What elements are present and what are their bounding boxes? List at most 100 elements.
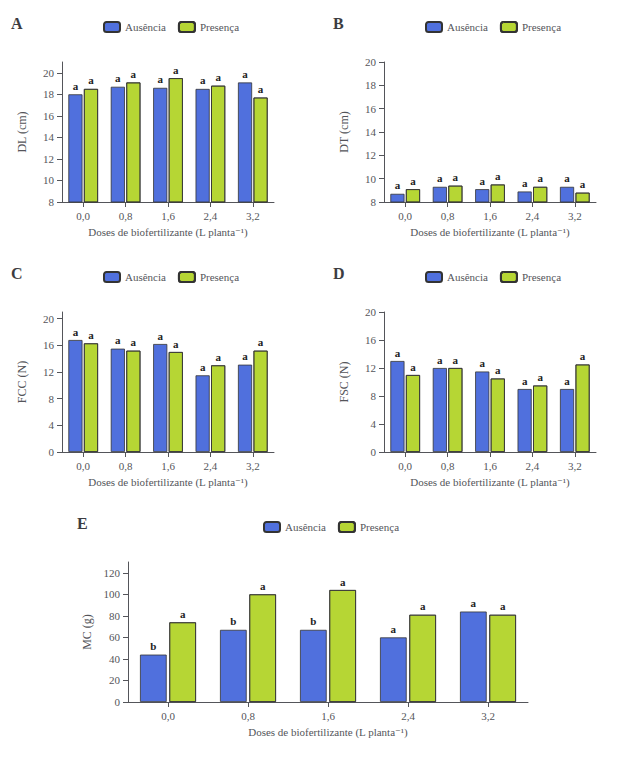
svg-text:MC (g): MC (g)	[80, 614, 94, 650]
svg-text:10: 10	[365, 173, 377, 185]
svg-text:120: 120	[104, 567, 121, 579]
svg-text:a: a	[522, 375, 528, 387]
svg-text:a: a	[260, 580, 266, 592]
svg-text:a: a	[391, 623, 397, 635]
svg-text:20: 20	[109, 674, 121, 686]
svg-text:2,4: 2,4	[401, 710, 415, 722]
svg-text:2,4: 2,4	[204, 460, 218, 472]
svg-text:Ausência: Ausência	[285, 521, 326, 533]
svg-text:a: a	[500, 600, 506, 612]
svg-text:b: b	[310, 615, 316, 627]
svg-text:Doses de biofertilizante (L pl: Doses de biofertilizante (L planta⁻¹)	[88, 226, 248, 239]
svg-text:0,0: 0,0	[398, 460, 412, 472]
svg-text:10: 10	[43, 174, 55, 186]
svg-text:40: 40	[109, 653, 121, 665]
svg-text:0: 0	[49, 446, 55, 458]
svg-text:12: 12	[43, 366, 54, 378]
svg-text:a: a	[258, 336, 264, 348]
svg-text:16: 16	[365, 103, 377, 115]
svg-text:a: a	[88, 74, 94, 86]
svg-text:16: 16	[43, 110, 55, 122]
svg-text:Ausência: Ausência	[125, 271, 166, 283]
svg-text:100: 100	[104, 588, 121, 600]
svg-text:8: 8	[371, 196, 377, 208]
svg-text:12: 12	[365, 362, 376, 374]
svg-text:a: a	[258, 83, 264, 95]
svg-text:a: a	[215, 351, 221, 363]
svg-text:0: 0	[115, 696, 121, 708]
svg-text:3,2: 3,2	[481, 710, 495, 722]
svg-text:DL (cm): DL (cm)	[15, 111, 29, 152]
svg-text:a: a	[479, 357, 485, 369]
svg-text:a: a	[537, 371, 543, 383]
svg-text:Presença: Presença	[522, 21, 561, 33]
svg-text:1,6: 1,6	[161, 460, 175, 472]
svg-text:a: a	[410, 361, 416, 373]
svg-text:18: 18	[365, 79, 377, 91]
svg-text:Doses de biofertilizante (L pl: Doses de biofertilizante (L planta⁻¹)	[88, 476, 248, 489]
svg-text:Doses de biofertilizante (L pl: Doses de biofertilizante (L planta⁻¹)	[248, 726, 408, 739]
svg-text:2,4: 2,4	[204, 210, 218, 222]
svg-text:Presença: Presença	[522, 271, 561, 283]
svg-text:FCC (N): FCC (N)	[15, 361, 29, 403]
svg-text:Ausência: Ausência	[447, 21, 488, 33]
svg-text:a: a	[340, 576, 346, 588]
svg-text:a: a	[564, 375, 570, 387]
svg-text:a: a	[564, 172, 570, 184]
svg-text:8: 8	[49, 196, 55, 208]
svg-text:0,0: 0,0	[161, 710, 175, 722]
svg-text:4: 4	[371, 418, 377, 430]
svg-text:a: a	[73, 326, 79, 338]
svg-text:a: a	[115, 334, 121, 346]
svg-text:20: 20	[43, 313, 55, 325]
svg-text:a: a	[495, 170, 501, 182]
svg-text:a: a	[453, 171, 459, 183]
svg-text:a: a	[410, 175, 416, 187]
svg-text:a: a	[173, 338, 179, 350]
svg-text:20: 20	[365, 306, 377, 318]
svg-text:1,6: 1,6	[321, 710, 335, 722]
svg-text:20: 20	[43, 67, 55, 79]
svg-text:Presença: Presença	[200, 21, 239, 33]
svg-text:0,0: 0,0	[76, 210, 90, 222]
svg-text:60: 60	[109, 631, 121, 643]
svg-text:0,8: 0,8	[119, 460, 133, 472]
svg-text:3,2: 3,2	[246, 460, 260, 472]
svg-text:D: D	[333, 265, 345, 282]
svg-text:B: B	[333, 15, 344, 32]
svg-text:a: a	[73, 80, 79, 92]
svg-text:0,8: 0,8	[119, 210, 133, 222]
svg-text:0,0: 0,0	[398, 210, 412, 222]
svg-text:Doses de biofertilizante (L pl: Doses de biofertilizante (L planta⁻¹)	[410, 226, 570, 239]
svg-text:a: a	[131, 68, 137, 80]
svg-text:a: a	[157, 330, 163, 342]
svg-text:a: a	[88, 329, 94, 341]
svg-text:0: 0	[371, 446, 377, 458]
svg-text:a: a	[115, 72, 121, 84]
svg-text:Presença: Presença	[360, 521, 399, 533]
svg-text:a: a	[437, 172, 443, 184]
svg-text:a: a	[395, 179, 401, 191]
svg-text:a: a	[471, 597, 477, 609]
svg-text:a: a	[200, 361, 206, 373]
svg-text:b: b	[230, 615, 236, 627]
svg-text:DT (cm): DT (cm)	[337, 111, 351, 152]
svg-text:a: a	[522, 177, 528, 189]
svg-text:18: 18	[43, 88, 55, 100]
svg-text:3,2: 3,2	[246, 210, 260, 222]
svg-text:14: 14	[43, 131, 55, 143]
svg-text:a: a	[215, 71, 221, 83]
svg-text:a: a	[131, 336, 137, 348]
svg-text:0,8: 0,8	[241, 710, 255, 722]
svg-text:Ausência: Ausência	[447, 271, 488, 283]
svg-text:0,8: 0,8	[441, 210, 455, 222]
svg-text:a: a	[157, 73, 163, 85]
svg-text:a: a	[395, 347, 401, 359]
svg-text:a: a	[453, 354, 459, 366]
svg-text:16: 16	[365, 334, 377, 346]
svg-text:1,6: 1,6	[483, 210, 497, 222]
svg-text:a: a	[242, 68, 248, 80]
svg-text:Ausência: Ausência	[125, 21, 166, 33]
svg-text:FSC (N): FSC (N)	[337, 361, 351, 402]
svg-text:2,4: 2,4	[526, 460, 540, 472]
